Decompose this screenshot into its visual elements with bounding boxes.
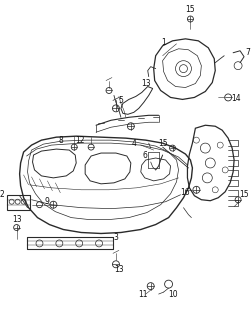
Text: 9: 9	[45, 197, 50, 206]
Text: 13: 13	[12, 215, 21, 224]
Text: 11: 11	[138, 290, 147, 299]
Text: 1: 1	[161, 38, 166, 47]
Text: 7: 7	[246, 48, 250, 57]
Text: 15: 15	[239, 190, 249, 199]
Text: 13: 13	[141, 79, 150, 88]
Text: 15: 15	[158, 139, 167, 148]
Text: 14: 14	[231, 94, 241, 103]
Text: 12: 12	[75, 136, 85, 145]
Text: 4: 4	[131, 139, 136, 148]
Text: 16: 16	[181, 188, 190, 197]
Text: 3: 3	[113, 233, 118, 242]
Text: 15: 15	[186, 4, 195, 13]
Text: 8: 8	[59, 136, 64, 145]
Text: 5: 5	[118, 96, 123, 105]
Text: 6: 6	[142, 150, 147, 160]
Text: 13: 13	[114, 265, 124, 274]
Text: 10: 10	[168, 290, 177, 299]
Text: 2: 2	[0, 190, 4, 199]
